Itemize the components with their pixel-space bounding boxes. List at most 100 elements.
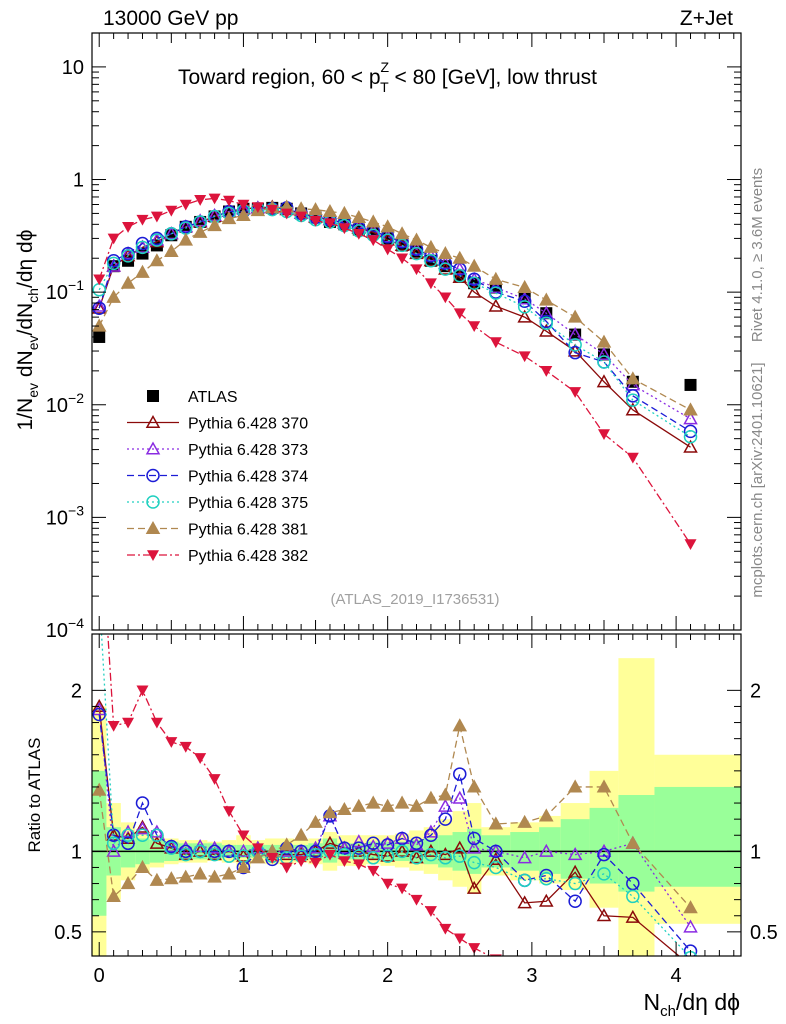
ratio-data-point [194, 753, 206, 764]
ratio-data-point [569, 958, 581, 969]
x-tick-label: 0 [94, 965, 105, 987]
main-data-point [165, 245, 177, 256]
main-data-point [454, 252, 466, 263]
ratio-data-point [425, 792, 437, 803]
ratio-data-point [396, 884, 408, 895]
main-data-point [194, 195, 206, 206]
main-data-point [151, 255, 163, 266]
main-data-point [382, 221, 394, 232]
ratio-data-point [108, 721, 120, 732]
main-y-tick-label: 10−2 [46, 390, 84, 417]
main-data-point [180, 234, 192, 245]
main-data-point [468, 321, 480, 332]
rivet-version-label: Rivet 4.1.0, ≥ 3.6M events [749, 168, 766, 342]
ratio-data-point [180, 742, 192, 753]
ratio-data-point [685, 960, 697, 971]
main-data-point [425, 241, 437, 252]
ratio-data-point [367, 797, 379, 808]
main-y-tick-label: 10−3 [46, 502, 84, 529]
ratio-series-line [99, 497, 690, 1006]
main-data-point [151, 212, 163, 223]
ratio-data-point [295, 829, 307, 840]
ratio-y-axis-label: Ratio to ATLAS [25, 738, 44, 853]
ratio-data-point [598, 975, 610, 986]
legend-marker [147, 523, 159, 534]
ratio-series-group [93, 492, 696, 1012]
ratio-data-point [209, 774, 221, 785]
main-data-point [338, 207, 350, 218]
ratio-data-point [136, 686, 148, 697]
ratio-data-point [122, 718, 134, 729]
main-data-point [367, 235, 379, 246]
ratio-data-point [223, 868, 235, 879]
main-data-point [490, 273, 502, 284]
ratio-data-point [439, 924, 451, 935]
main-data-point [136, 215, 148, 226]
main-series-6 [93, 194, 696, 550]
ratio-data-point [439, 789, 451, 800]
ratio-data-point [519, 816, 531, 827]
x-tick-label: 1 [238, 965, 249, 987]
ratio-data-point [454, 768, 466, 780]
main-data-point [108, 234, 120, 245]
main-series-group [93, 194, 696, 550]
x-axis-label: Nch/dη dϕ [643, 989, 740, 1020]
main-data-point [519, 281, 531, 292]
ratio-data-point [454, 933, 466, 944]
ratio-data-point [540, 958, 552, 969]
analysis-watermark: (ATLAS_2019_I1736531) [330, 591, 499, 608]
ratio-y-tick-label-left: 1 [71, 841, 82, 863]
header-left-label: 13000 GeV pp [103, 7, 238, 30]
legend-entry: Pythia 6.428 382 [127, 548, 308, 565]
legend-entry: ATLAS [147, 389, 238, 406]
legend-label: Pythia 6.428 381 [188, 522, 308, 539]
ratio-data-point [396, 797, 408, 808]
main-data-point [569, 387, 581, 398]
ratio-data-point [454, 720, 466, 731]
ratio-data-point [627, 974, 639, 985]
legend-entry: Pythia 6.428 370 [127, 416, 308, 433]
ratio-data-point [439, 800, 451, 811]
main-data-point [367, 216, 379, 227]
main-data-point [165, 206, 177, 217]
ratio-y-tick-label-left: 2 [71, 680, 82, 702]
main-series-2 [93, 202, 696, 424]
main-data-point [540, 294, 552, 305]
main-data-point [136, 266, 148, 277]
ratio-data-point [310, 816, 322, 827]
ratio-data-point [353, 800, 365, 811]
ratio-series-5 [93, 492, 696, 1012]
main-data-point [519, 351, 531, 362]
main-data-point [122, 222, 134, 233]
ratio-data-point [382, 879, 394, 890]
ratio-data-point [540, 810, 552, 821]
main-data-point [439, 248, 451, 259]
main-series-line [99, 198, 690, 544]
main-data-point [598, 429, 610, 440]
main-data-point [685, 379, 697, 391]
main-data-point [396, 228, 408, 239]
ratio-data-point [281, 863, 293, 874]
main-data-point [540, 366, 552, 377]
main-data-point [324, 206, 336, 217]
legend-entry: Pythia 6.428 374 [127, 469, 308, 486]
main-data-point [382, 245, 394, 256]
ratio-y-tick-label-left: 0.5 [54, 922, 82, 944]
main-y-tick-label: 1 [73, 170, 84, 192]
ratio-data-point [93, 492, 105, 503]
main-data-point [468, 260, 480, 271]
legend-label: Pythia 6.428 373 [188, 442, 308, 459]
main-data-point [685, 539, 697, 550]
ratio-data-point [223, 806, 235, 817]
main-data-point [685, 404, 697, 415]
main-frame [92, 33, 741, 630]
main-plot-title: Toward region, 60 < pZ T < 80 [GeV], low … [178, 59, 597, 95]
main-y-tick-label: 10−4 [46, 615, 84, 642]
legend-label: Pythia 6.428 370 [188, 416, 308, 433]
main-data-point [411, 234, 423, 245]
ratio-data-point [194, 868, 206, 879]
ratio-data-point [165, 737, 177, 748]
ratio-data-point [468, 781, 480, 792]
ratio-y-tick-label-right: 2 [750, 680, 761, 702]
main-data-point [627, 453, 639, 464]
